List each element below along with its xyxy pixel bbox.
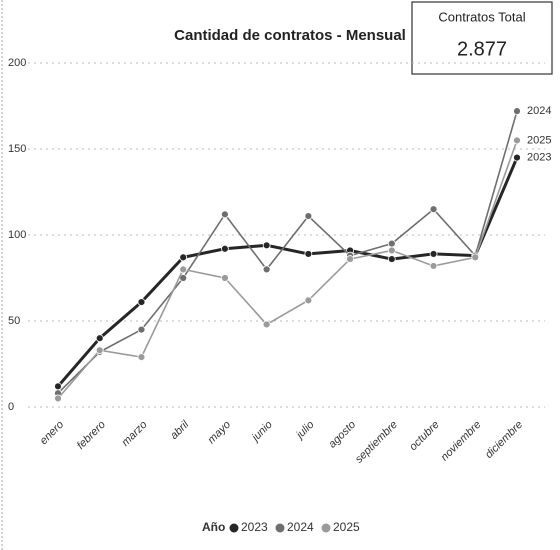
series-end-label: 2025: [527, 134, 551, 146]
x-tick-label: diciembre: [483, 419, 525, 461]
series-line: [56, 157, 519, 388]
data-point: [429, 205, 438, 214]
y-tick-label: 0: [8, 401, 14, 413]
data-point: [471, 253, 480, 262]
data-point: [304, 250, 313, 258]
x-tick-label: enero: [38, 419, 66, 447]
data-point: [387, 246, 396, 255]
data-point: [221, 274, 229, 282]
y-tick-label: 50: [8, 315, 20, 327]
data-point: [137, 298, 146, 306]
series-line: [57, 110, 518, 394]
kpi-value: 2.877: [457, 38, 507, 60]
data-point: [429, 250, 438, 258]
x-tick-label: julio: [293, 419, 317, 443]
legend-marker: [275, 523, 285, 533]
data-point: [262, 265, 271, 274]
legend-marker: [321, 523, 331, 533]
chart-title: Cantidad de contratos - Mensual: [174, 27, 406, 44]
series-end-label: 2024: [527, 105, 551, 117]
x-tick-label: octubre: [407, 419, 441, 453]
legend-label: 2024: [287, 520, 314, 534]
data-point: [346, 255, 354, 263]
data-point: [262, 241, 271, 250]
y-tick-label: 150: [8, 143, 26, 155]
x-tick-label: noviembre: [439, 419, 484, 464]
legend-label: 2025: [333, 520, 360, 534]
x-tick-label: agosto: [326, 419, 358, 451]
series-line: [57, 140, 518, 399]
x-tick-label: mayo: [206, 419, 234, 447]
legend-marker: [229, 523, 239, 533]
data-point: [179, 265, 188, 274]
x-tick-label: septiembre: [353, 419, 400, 466]
data-point: [304, 296, 313, 305]
data-point: [513, 107, 521, 116]
y-tick-label: 200: [8, 57, 26, 69]
data-point: [513, 136, 521, 145]
data-point: [95, 346, 104, 355]
data-point: [429, 262, 438, 270]
data-point: [513, 153, 521, 162]
kpi-card: [411, 1, 553, 75]
legend-title: Año: [202, 520, 225, 534]
data-point: [221, 210, 229, 219]
data-point: [221, 244, 229, 253]
legend-label: 2023: [241, 520, 268, 534]
data-point: [304, 212, 313, 220]
data-point: [137, 325, 146, 334]
x-tick-label: junio: [248, 419, 274, 445]
data-point: [54, 382, 62, 391]
x-tick-label: marzo: [120, 419, 150, 449]
data-point: [387, 239, 396, 248]
data-point: [137, 353, 146, 362]
series-end-label: 2023: [527, 152, 551, 164]
kpi-label: Contratos Total: [438, 9, 525, 24]
data-point: [262, 320, 271, 329]
x-tick-label: febrero: [75, 419, 108, 452]
y-tick-label: 100: [8, 229, 26, 241]
data-point: [54, 394, 62, 403]
data-point: [387, 255, 396, 263]
x-tick-label: abril: [168, 418, 192, 442]
data-point: [179, 253, 188, 262]
data-point: [95, 334, 104, 343]
